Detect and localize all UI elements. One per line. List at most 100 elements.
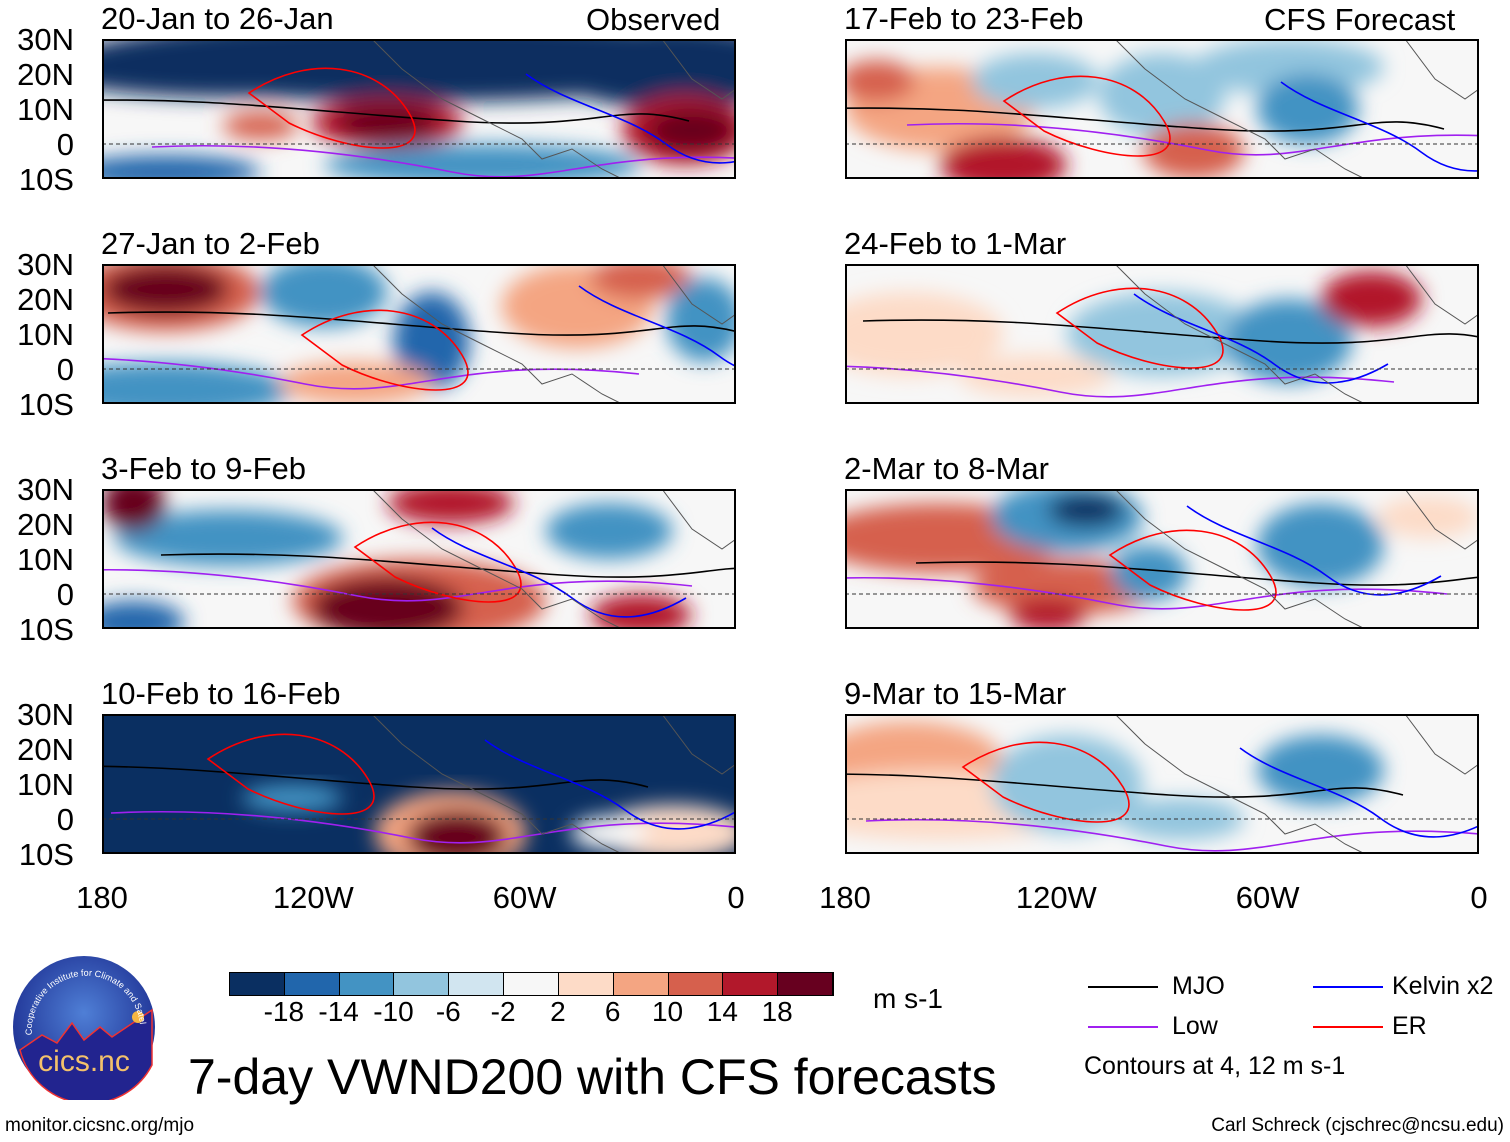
lat-tick-label: 30N [17, 22, 74, 57]
column-label-observed: Observed [586, 2, 721, 37]
legend-label-kelvin: Kelvin x2 [1392, 972, 1494, 1000]
contour-line [865, 818, 1479, 852]
contour-line [845, 576, 1448, 610]
map-panel [845, 39, 1479, 179]
map-panel [102, 264, 736, 404]
anomaly-region [222, 111, 299, 140]
legend-line-kelvin [1313, 986, 1383, 988]
legend-line-low [1088, 1026, 1158, 1028]
lat-tick-label: 10S [18, 387, 74, 422]
map-panel [845, 264, 1479, 404]
lat-tick-label: 10N [17, 92, 74, 127]
anomaly-region [102, 489, 166, 531]
footer-url[interactable]: monitor.cicsnc.org/mjo [5, 1115, 195, 1136]
lat-tick-label: 10S [18, 162, 74, 197]
lat-tick-label: 20N [17, 57, 74, 92]
anomaly-region [845, 60, 915, 102]
colorbar-swatch [394, 973, 450, 995]
contour-line [1280, 81, 1479, 172]
anomaly-region [336, 106, 439, 140]
panel-title: 9-Mar to 15-Mar [844, 676, 1067, 711]
anomaly-region [1047, 493, 1124, 527]
contour-line [107, 311, 736, 336]
contour-line [484, 739, 736, 830]
panel-frame [102, 264, 736, 404]
coastline [1114, 489, 1479, 629]
coastline [371, 264, 736, 404]
colorbar-swatch [284, 973, 340, 995]
anomaly-region [241, 784, 343, 812]
legend-label-low: Low [1172, 1012, 1218, 1040]
anomaly-region [959, 355, 1112, 397]
lon-tick-label: 0 [1470, 880, 1488, 915]
anomaly-region [1098, 53, 1226, 137]
contour-line [206, 733, 375, 815]
coastline [371, 489, 736, 629]
map-panel [102, 489, 736, 629]
lat-tick-label: 10N [17, 767, 74, 802]
panel-frame [845, 264, 1479, 404]
contour-line [1239, 747, 1479, 838]
colorbar-units: m s-1 [873, 983, 943, 1014]
colorbar-level-label: -18 [263, 996, 305, 1027]
anomaly-region [666, 278, 736, 362]
colorbar-swatch [613, 973, 669, 995]
legend-line-mjo [1088, 986, 1158, 988]
lon-tick-label: 60W [492, 880, 557, 915]
contour-line [862, 319, 1479, 344]
contour-line [845, 107, 1445, 132]
anomaly-region [845, 292, 1004, 376]
panel-frame [845, 714, 1479, 854]
anomaly-region [102, 155, 261, 179]
colorbar-swatch [668, 973, 724, 995]
anomaly-region [1320, 271, 1422, 327]
map-panel [102, 714, 736, 854]
anomaly-region [971, 53, 1099, 109]
colorbar-swatch [339, 973, 395, 995]
lon-tick-label: 180 [819, 880, 871, 915]
contour-line [160, 553, 736, 578]
panel-title: 10-Feb to 16-Feb [101, 676, 341, 711]
lat-tick-label: 20N [17, 282, 74, 317]
anomaly-region [1142, 123, 1245, 179]
lat-tick-label: 30N [17, 472, 74, 507]
svg-text:cics.nc: cics.nc [38, 1045, 130, 1078]
contour-line [151, 144, 736, 178]
lat-tick-label: 10S [18, 837, 74, 872]
panel-title: 27-Jan to 2-Feb [101, 226, 320, 261]
anomaly-region [102, 601, 185, 629]
lat-tick-label: 0 [56, 577, 74, 612]
colorbar-level-label: 10 [651, 996, 684, 1027]
lat-tick-label: 10S [18, 612, 74, 647]
contour-line [247, 67, 416, 149]
colorbar-swatch [723, 973, 779, 995]
panel-title: 17-Feb to 23-Feb [844, 1, 1084, 36]
lat-tick-label: 20N [17, 732, 74, 767]
contour-line [431, 527, 687, 618]
coastline [1114, 264, 1479, 404]
anomaly-region [1111, 545, 1188, 601]
contour-line [1002, 75, 1171, 157]
panel-title: 3-Feb to 9-Feb [101, 451, 307, 486]
contour-line [353, 521, 522, 603]
cics-logo: Cooperative Institute for Climate and Sa… [9, 947, 157, 1105]
coastline [371, 714, 736, 854]
map-panel [845, 489, 1479, 629]
contour-line [845, 365, 1395, 398]
colorbar-level-label: 6 [604, 996, 621, 1027]
contour-line [845, 773, 1404, 798]
contour-line [102, 99, 690, 124]
figure-title: 7-day VWND200 with CFS forecasts [188, 1049, 997, 1105]
colorbar-level-label: 14 [706, 996, 738, 1027]
lat-tick-label: 20N [17, 507, 74, 542]
legend-label-mjo: MJO [1172, 972, 1225, 1000]
anomaly-region [940, 137, 1067, 179]
legend-line-er [1313, 1026, 1383, 1028]
lat-tick-label: 0 [56, 802, 74, 837]
coastline [1114, 39, 1479, 179]
colorbar-swatch [230, 973, 285, 995]
lon-tick-label: 120W [1015, 880, 1097, 915]
map-panel [845, 714, 1479, 854]
anomaly-region [114, 510, 343, 566]
panel-frame [102, 39, 736, 179]
